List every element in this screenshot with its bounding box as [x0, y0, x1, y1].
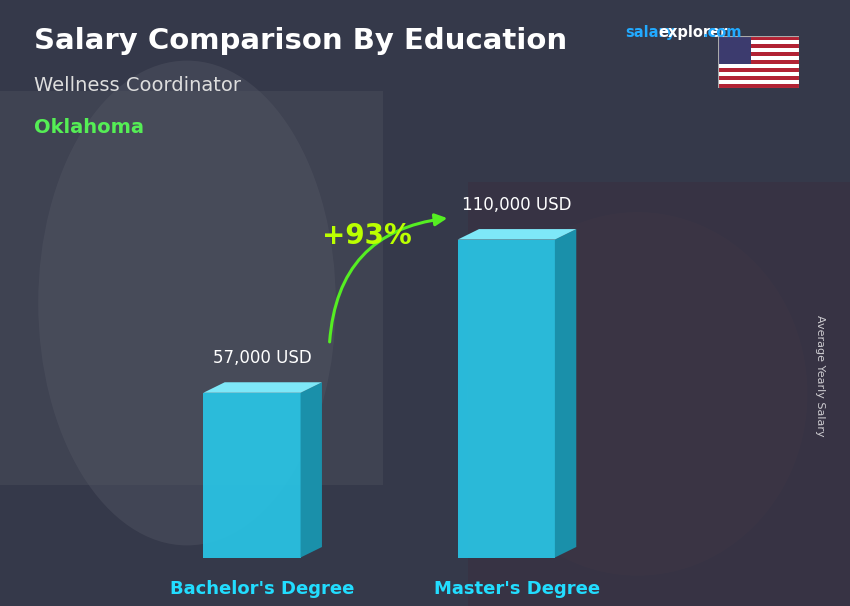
- Bar: [718, 84, 799, 88]
- Bar: [718, 80, 799, 84]
- Ellipse shape: [468, 212, 808, 576]
- Text: Master's Degree: Master's Degree: [434, 580, 600, 598]
- Text: salary: salary: [625, 25, 675, 41]
- Bar: [718, 48, 799, 52]
- Polygon shape: [457, 229, 576, 239]
- Text: Wellness Coordinator: Wellness Coordinator: [34, 76, 241, 95]
- Bar: [718, 60, 799, 64]
- Bar: [0, 91, 382, 485]
- Text: Bachelor's Degree: Bachelor's Degree: [171, 580, 354, 598]
- Ellipse shape: [38, 61, 336, 545]
- Polygon shape: [203, 393, 301, 558]
- Text: Salary Comparison By Education: Salary Comparison By Education: [34, 27, 567, 55]
- Text: Oklahoma: Oklahoma: [34, 118, 144, 137]
- Bar: [718, 72, 799, 76]
- Text: 110,000 USD: 110,000 USD: [462, 196, 572, 214]
- Text: +93%: +93%: [322, 222, 412, 250]
- Text: explorer: explorer: [658, 25, 728, 41]
- Text: Average Yearly Salary: Average Yearly Salary: [815, 315, 825, 436]
- Text: 57,000 USD: 57,000 USD: [213, 349, 312, 367]
- Polygon shape: [301, 382, 322, 558]
- Bar: [718, 41, 799, 44]
- Bar: [718, 56, 799, 60]
- Polygon shape: [555, 229, 576, 558]
- Bar: [718, 76, 799, 80]
- Bar: [718, 64, 799, 68]
- Bar: [468, 182, 850, 606]
- Bar: [718, 52, 799, 56]
- Bar: [718, 68, 799, 72]
- Text: .com: .com: [702, 25, 741, 41]
- Polygon shape: [457, 239, 555, 558]
- Bar: [718, 44, 799, 48]
- Polygon shape: [203, 382, 322, 393]
- Bar: [718, 36, 799, 41]
- Bar: [718, 36, 751, 64]
